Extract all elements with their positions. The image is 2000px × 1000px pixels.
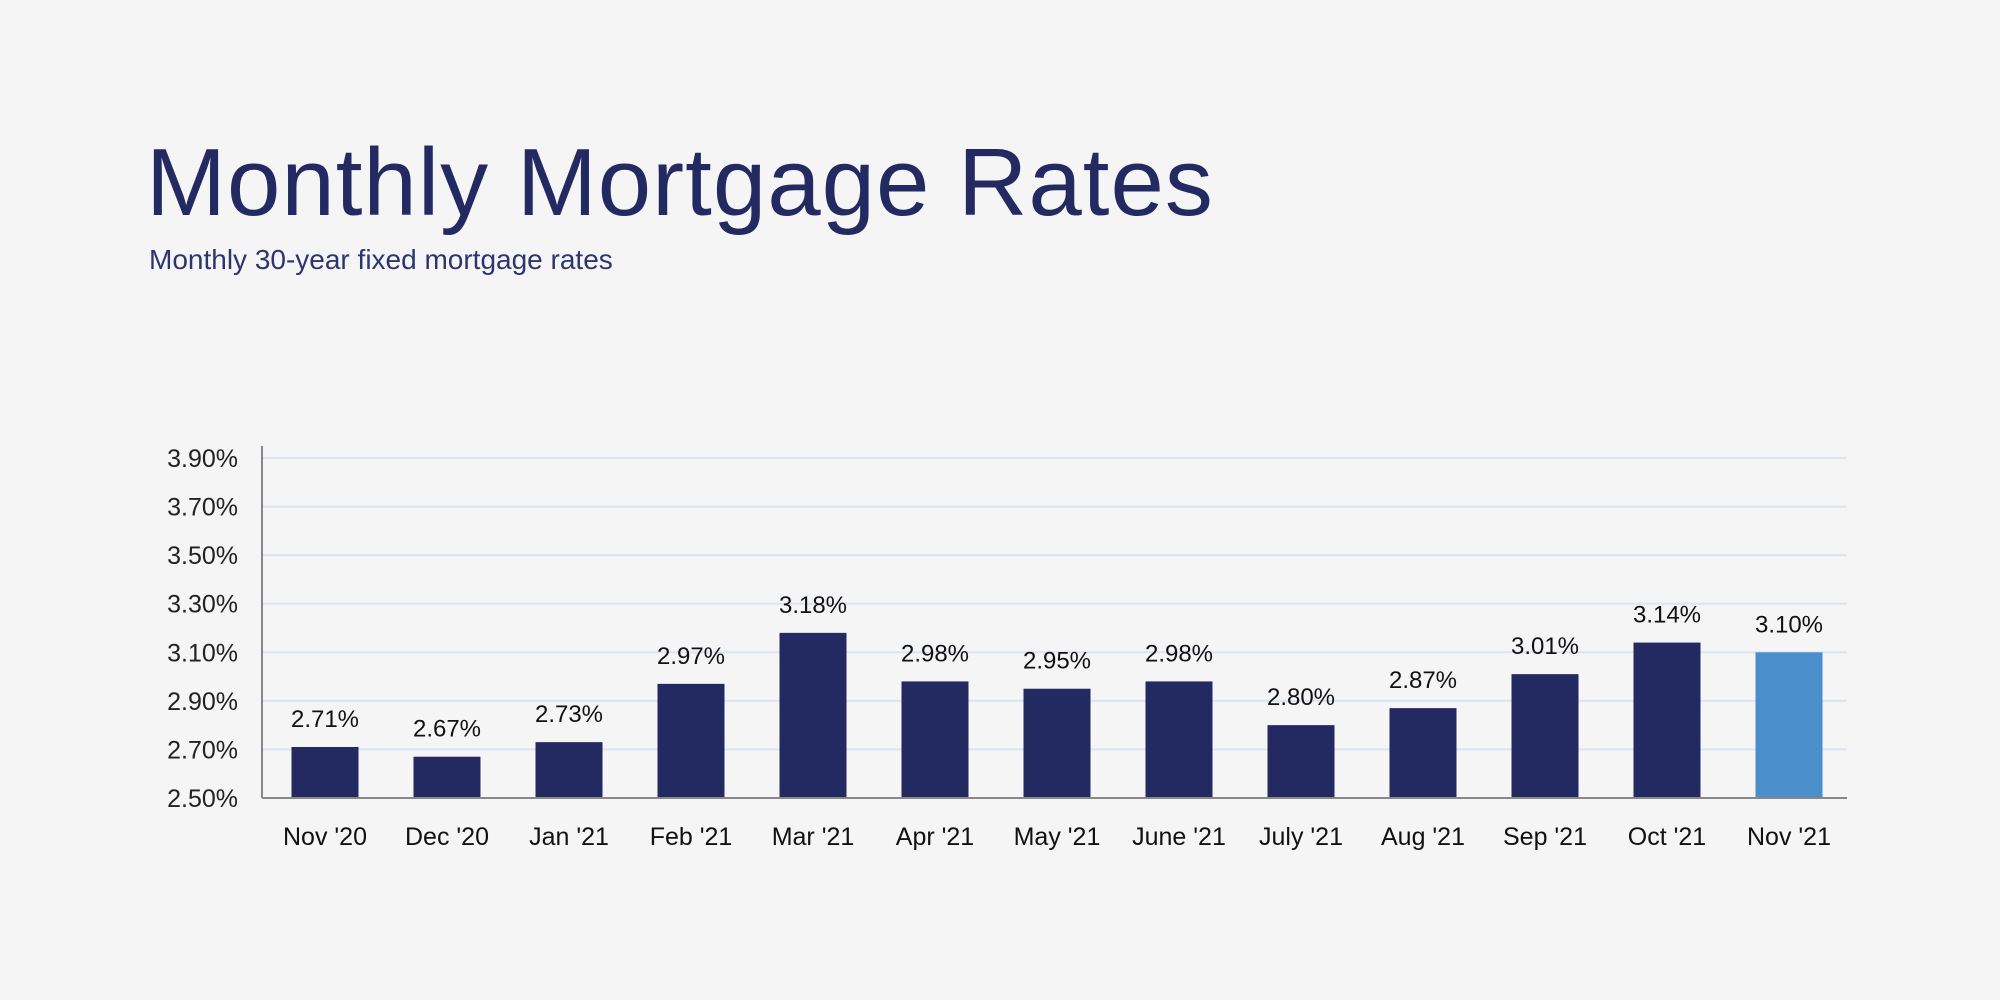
x-tick-label: Sep '21: [1503, 823, 1587, 851]
data-label: 2.80%: [1267, 684, 1335, 711]
x-tick-label: Oct '21: [1628, 823, 1706, 851]
x-tick-label: Apr '21: [896, 823, 974, 851]
x-tick-label: May '21: [1014, 823, 1101, 851]
data-label: 2.98%: [1145, 640, 1213, 667]
x-tick-label: Nov '20: [283, 823, 367, 851]
x-tick-label: Jan '21: [529, 823, 609, 851]
data-label: 2.98%: [901, 640, 969, 667]
x-tick-label: Feb '21: [650, 823, 733, 851]
x-tick-label: Nov '21: [1747, 823, 1831, 851]
y-tick-label: 3.30%: [167, 591, 238, 619]
bar: [1755, 652, 1823, 798]
bar: [1389, 708, 1457, 798]
bar: [657, 683, 725, 798]
data-label: 3.01%: [1511, 633, 1579, 660]
data-label: 3.14%: [1633, 602, 1701, 629]
y-tick-label: 2.50%: [167, 785, 238, 813]
x-tick-label: Dec '20: [405, 823, 489, 851]
x-tick-label: July '21: [1259, 823, 1343, 851]
y-tick-label: 3.50%: [167, 542, 238, 570]
chart-title: Monthly Mortgage Rates: [146, 129, 1214, 236]
y-tick-label: 3.10%: [167, 639, 238, 667]
data-label: 3.18%: [779, 592, 847, 619]
y-tick-label: 2.70%: [167, 736, 238, 764]
bar: [1511, 674, 1579, 798]
x-tick-label: June '21: [1132, 823, 1226, 851]
data-label: 2.67%: [413, 716, 481, 743]
x-tick-label: Aug '21: [1381, 823, 1465, 851]
x-tick-label: Mar '21: [772, 823, 855, 851]
bar: [535, 742, 603, 798]
data-label: 2.87%: [1389, 667, 1457, 694]
y-tick-label: 2.90%: [167, 688, 238, 716]
bar: [1145, 681, 1213, 798]
bar: [1023, 688, 1091, 798]
data-label: 2.71%: [291, 706, 359, 733]
y-tick-label: 3.70%: [167, 494, 238, 522]
data-label: 3.10%: [1755, 611, 1823, 638]
bar: [291, 747, 359, 798]
data-label: 2.95%: [1023, 648, 1091, 675]
bar: [413, 756, 481, 798]
data-label: 2.73%: [535, 701, 603, 728]
bar: [901, 681, 969, 798]
bar: [1633, 642, 1701, 798]
y-tick-label: 3.90%: [167, 445, 238, 473]
data-label: 2.97%: [657, 643, 725, 670]
chart-subtitle: Monthly 30-year fixed mortgage rates: [149, 244, 613, 275]
bar: [779, 632, 847, 798]
bar: [1267, 725, 1335, 798]
